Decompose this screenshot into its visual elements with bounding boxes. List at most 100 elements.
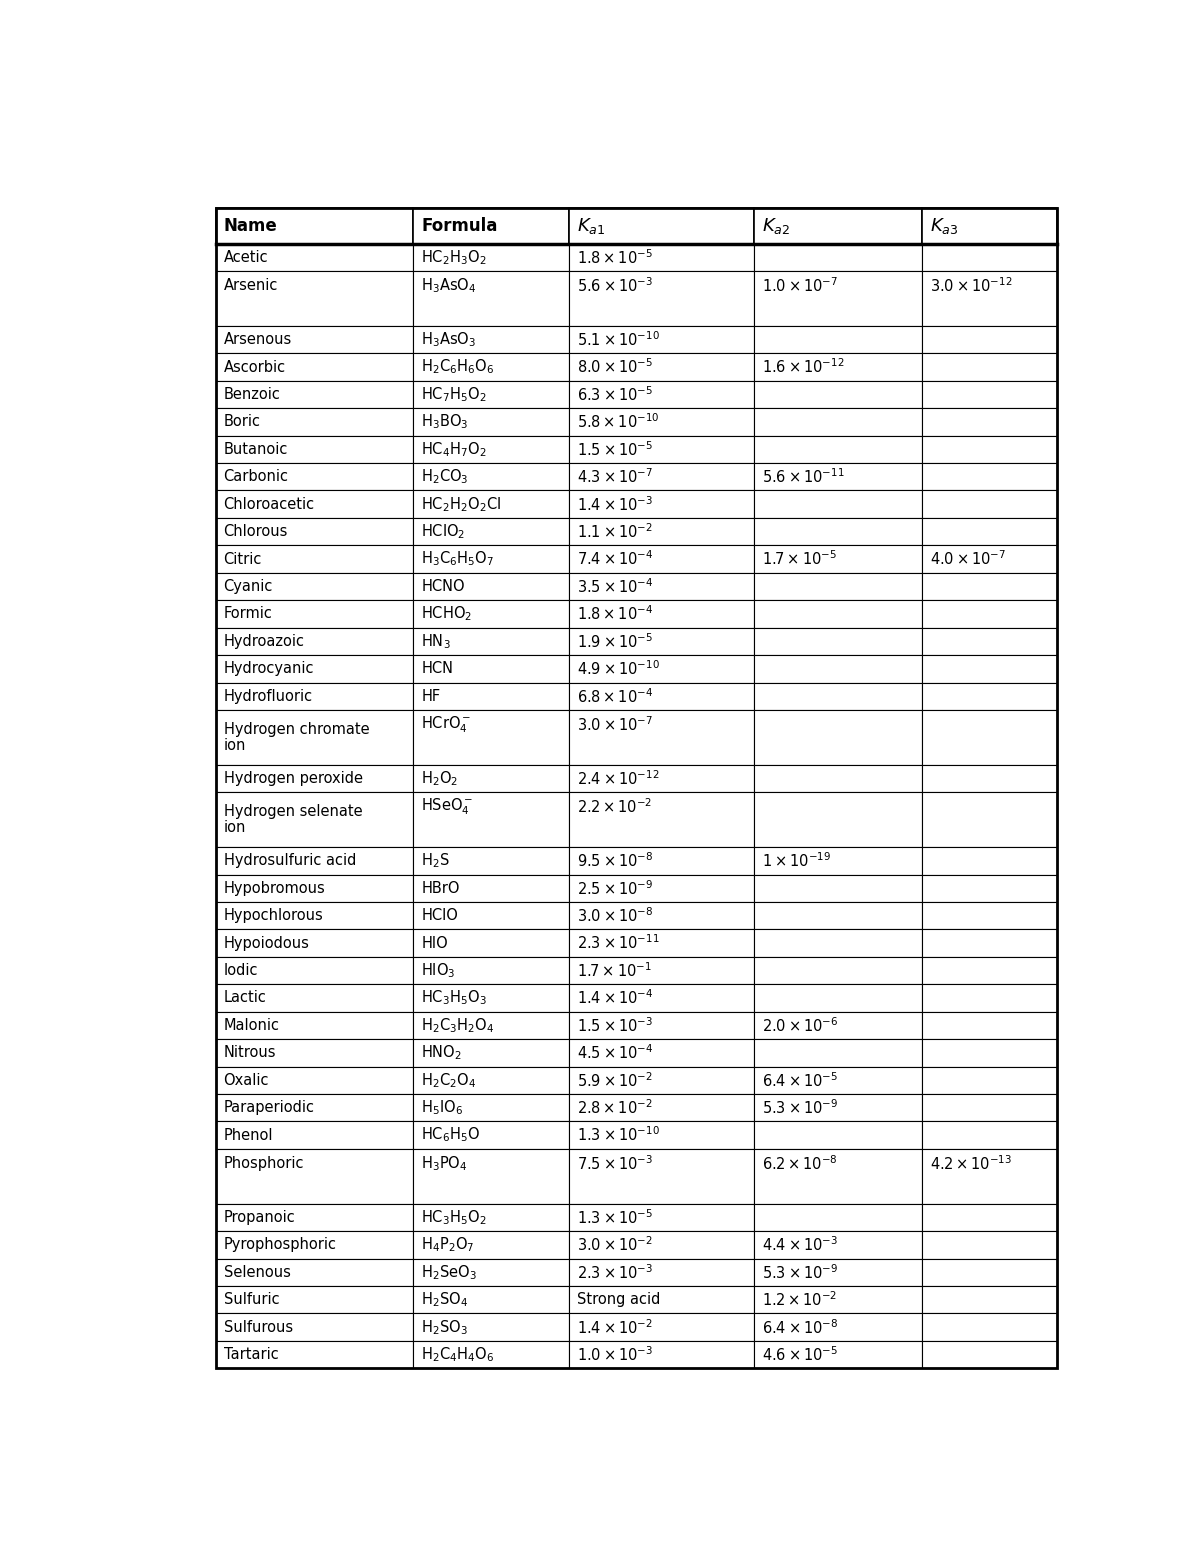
- Text: HCHO$_2$: HCHO$_2$: [421, 604, 473, 623]
- Bar: [216, 573, 414, 599]
- Bar: [754, 1204, 923, 1232]
- Text: $\mathbf{\mathit{K}}_{a2}$: $\mathbf{\mathit{K}}_{a2}$: [762, 216, 791, 236]
- Text: HCrO$_4^-$: HCrO$_4^-$: [421, 714, 472, 735]
- Bar: [754, 517, 923, 545]
- Text: Butanoic: Butanoic: [223, 441, 288, 457]
- Text: $1.3 \times 10^{-10}$: $1.3 \times 10^{-10}$: [577, 1126, 660, 1145]
- Text: $\mathbf{\mathit{K}}_{a3}$: $\mathbf{\mathit{K}}_{a3}$: [930, 216, 959, 236]
- Text: Hydrocyanic: Hydrocyanic: [223, 662, 314, 676]
- Bar: [923, 655, 1057, 682]
- Text: Citric: Citric: [223, 551, 262, 567]
- Bar: [754, 929, 923, 957]
- Bar: [414, 985, 569, 1011]
- Bar: [569, 380, 754, 408]
- Text: HSeO$_4^-$: HSeO$_4^-$: [421, 797, 474, 817]
- Bar: [923, 985, 1057, 1011]
- Bar: [754, 792, 923, 846]
- Text: $1.1 \times 10^{-2}$: $1.1 \times 10^{-2}$: [577, 522, 653, 540]
- Bar: [569, 599, 754, 627]
- Bar: [414, 208, 569, 244]
- Text: $2.8 \times 10^{-2}$: $2.8 \times 10^{-2}$: [577, 1098, 653, 1117]
- Bar: [216, 764, 414, 792]
- Bar: [923, 1258, 1057, 1286]
- Text: Oxalic: Oxalic: [223, 1073, 269, 1087]
- Text: $5.1 \times 10^{-10}$: $5.1 \times 10^{-10}$: [577, 331, 660, 349]
- Text: Hypobromous: Hypobromous: [223, 881, 325, 896]
- Bar: [569, 1149, 754, 1204]
- Bar: [754, 272, 923, 326]
- Text: Phosphoric: Phosphoric: [223, 1155, 304, 1171]
- Bar: [923, 573, 1057, 599]
- Text: Chlorous: Chlorous: [223, 523, 288, 539]
- Text: $1.8 \times 10^{-4}$: $1.8 \times 10^{-4}$: [577, 604, 653, 623]
- Text: Strong acid: Strong acid: [577, 1292, 660, 1308]
- Text: HC$_3$H$_5$O$_3$: HC$_3$H$_5$O$_3$: [421, 989, 487, 1008]
- Bar: [754, 599, 923, 627]
- Bar: [216, 244, 414, 272]
- Bar: [923, 517, 1057, 545]
- Bar: [754, 1314, 923, 1340]
- Text: $6.4 \times 10^{-8}$: $6.4 \times 10^{-8}$: [762, 1318, 838, 1337]
- Bar: [569, 1067, 754, 1093]
- Text: $2.5 \times 10^{-9}$: $2.5 \times 10^{-9}$: [577, 879, 653, 898]
- Bar: [754, 1011, 923, 1039]
- Text: H$_2$SO$_3$: H$_2$SO$_3$: [421, 1318, 468, 1337]
- Bar: [569, 655, 754, 682]
- Bar: [414, 1121, 569, 1149]
- Bar: [923, 599, 1057, 627]
- Bar: [414, 1340, 569, 1368]
- Bar: [216, 1232, 414, 1258]
- Bar: [216, 902, 414, 929]
- Text: Cyanic: Cyanic: [223, 579, 274, 593]
- Bar: [414, 354, 569, 380]
- Text: HC$_4$H$_7$O$_2$: HC$_4$H$_7$O$_2$: [421, 439, 487, 458]
- Text: Iodic: Iodic: [223, 963, 258, 978]
- Bar: [754, 1149, 923, 1204]
- Text: $4.9 \times 10^{-10}$: $4.9 \times 10^{-10}$: [577, 660, 660, 679]
- Bar: [569, 627, 754, 655]
- Text: $1.0 \times 10^{-3}$: $1.0 \times 10^{-3}$: [577, 1345, 653, 1364]
- Bar: [569, 846, 754, 874]
- Bar: [923, 1314, 1057, 1340]
- Text: $5.8 \times 10^{-10}$: $5.8 \times 10^{-10}$: [577, 413, 659, 432]
- Text: H$_2$C$_2$O$_4$: H$_2$C$_2$O$_4$: [421, 1072, 476, 1090]
- Bar: [754, 874, 923, 902]
- Text: $3.5 \times 10^{-4}$: $3.5 \times 10^{-4}$: [577, 578, 653, 596]
- Text: Phenol: Phenol: [223, 1127, 274, 1143]
- Bar: [216, 272, 414, 326]
- Text: $3.0 \times 10^{-2}$: $3.0 \times 10^{-2}$: [577, 1236, 653, 1255]
- Text: HC$_2$H$_3$O$_2$: HC$_2$H$_3$O$_2$: [421, 248, 487, 267]
- Bar: [414, 957, 569, 985]
- Text: Hypochlorous: Hypochlorous: [223, 909, 323, 922]
- Bar: [923, 272, 1057, 326]
- Text: Malonic: Malonic: [223, 1017, 280, 1033]
- Bar: [923, 846, 1057, 874]
- Bar: [923, 1011, 1057, 1039]
- Bar: [923, 902, 1057, 929]
- Bar: [923, 627, 1057, 655]
- Bar: [414, 764, 569, 792]
- Bar: [923, 244, 1057, 272]
- Text: $3.0 \times 10^{-12}$: $3.0 \times 10^{-12}$: [930, 276, 1013, 295]
- Bar: [569, 1204, 754, 1232]
- Bar: [754, 1039, 923, 1067]
- Bar: [414, 599, 569, 627]
- Text: Benzoic: Benzoic: [223, 387, 281, 402]
- Bar: [569, 1039, 754, 1067]
- Text: Formic: Formic: [223, 606, 272, 621]
- Bar: [216, 1314, 414, 1340]
- Text: HCNO: HCNO: [421, 579, 464, 593]
- Bar: [216, 846, 414, 874]
- Text: Arsenous: Arsenous: [223, 332, 292, 346]
- Bar: [754, 1067, 923, 1093]
- Bar: [216, 874, 414, 902]
- Text: $2.3 \times 10^{-3}$: $2.3 \times 10^{-3}$: [577, 1263, 653, 1281]
- Text: Lactic: Lactic: [223, 991, 266, 1005]
- Bar: [216, 435, 414, 463]
- Text: Hydrofluoric: Hydrofluoric: [223, 688, 313, 704]
- Bar: [923, 1067, 1057, 1093]
- Text: $5.9 \times 10^{-2}$: $5.9 \times 10^{-2}$: [577, 1072, 653, 1090]
- Text: Selenous: Selenous: [223, 1264, 290, 1280]
- Bar: [414, 929, 569, 957]
- Bar: [923, 957, 1057, 985]
